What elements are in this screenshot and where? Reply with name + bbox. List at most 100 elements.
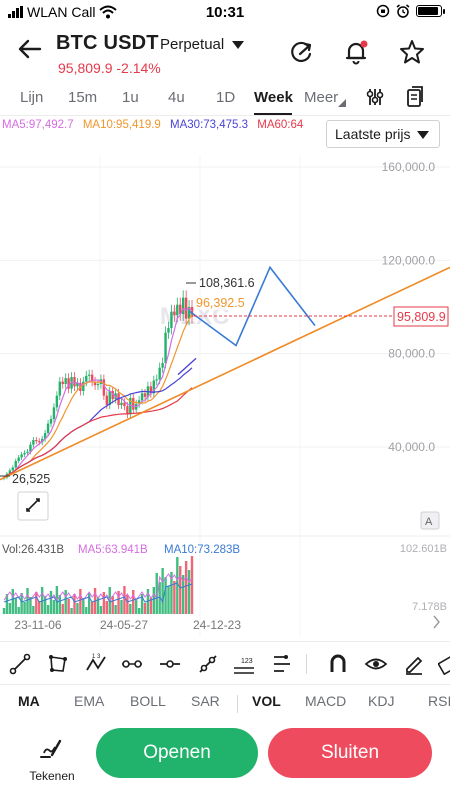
copy-icon[interactable] [404,85,426,109]
volume-bar [82,598,85,614]
candle-body [158,367,161,380]
fibonacci-icon[interactable]: 123 [232,652,256,676]
volume-bar [137,608,141,614]
volume-bar [17,607,20,614]
ma-legend: MA5:97,492.7 MA10:95,419.9 MA30:73,475.3… [2,119,309,131]
volume-bar [58,595,62,614]
range-icon[interactable] [120,652,144,676]
wifi-icon [99,5,118,19]
tab-meer[interactable]: Meer [304,89,339,106]
vol-label: Vol:26.431B [2,544,64,556]
candle-body [129,398,132,415]
expand-icon [26,498,40,512]
tab-boll[interactable]: BOLL [130,693,166,709]
polygon-icon[interactable] [46,652,70,676]
tab-vol[interactable]: VOL [252,693,281,709]
candle-body [49,419,53,424]
volume-bar [14,598,17,614]
price-chart[interactable]: MEXC 160,000.0120,000.080,000.040,000.0 … [0,116,450,641]
share-icon[interactable] [288,38,316,66]
dropdown-caret-icon [417,131,429,139]
indicator-settings-icon[interactable] [364,86,386,108]
horizontal-line-icon[interactable] [158,652,182,676]
magnet-icon[interactable] [326,652,350,676]
scroll-right-icon[interactable] [433,615,440,629]
tab-ema[interactable]: EMA [74,693,105,709]
volume-bar [90,602,94,614]
candle-body [173,311,176,316]
volume-bar [132,590,135,614]
candle-body [179,304,182,314]
volume-bar [181,575,185,614]
ray-icon[interactable] [196,652,220,676]
contract-type[interactable]: Perpetual [160,36,225,53]
volume-bar [161,568,164,614]
tools-separator [306,654,307,674]
volume-bar [5,594,9,614]
trend-line-icon[interactable] [8,652,32,676]
drawing-toolbar: 1 3 123 [0,641,450,685]
ma5-line [3,307,193,478]
open-position-button[interactable]: Openen [96,728,258,778]
pair-dropdown-icon[interactable] [232,41,244,49]
volume-bar [117,591,120,614]
wave-pattern-icon[interactable]: 1 3 [84,652,108,676]
ruler-icon[interactable] [438,652,450,676]
volume-bar [2,608,6,614]
draw-label[interactable]: Tekenen [29,769,75,783]
back-arrow-icon[interactable] [12,32,46,66]
volume-bar [173,581,176,614]
tab-4u[interactable]: 4u [168,89,185,106]
volume-bar [29,597,32,614]
candle-body [170,311,173,328]
volume-bar [129,604,132,614]
candle-body [187,307,191,319]
candle-body [40,438,44,443]
auto-scale-button[interactable] [420,511,440,530]
eye-icon[interactable] [364,652,388,676]
price-source-dropdown[interactable]: Laatste prijs [326,120,440,148]
tab-week[interactable]: Week [254,89,293,106]
clock: 10:31 [205,4,245,21]
tab-rsi[interactable]: RSI [428,693,450,709]
volume-bar [149,598,153,614]
candle-body [32,440,35,445]
pair-title[interactable]: BTC USDT [56,32,159,54]
more-tools-icon[interactable] [270,652,294,676]
volume-bar [155,573,158,614]
tab-1u[interactable]: 1u [122,89,139,106]
star-icon[interactable] [398,38,426,66]
candle-body [111,391,114,400]
volume-bar [49,591,53,614]
bell-icon[interactable] [342,38,370,66]
trend-line-drawing [0,266,450,481]
tab-15m[interactable]: 15m [68,89,98,106]
ma30-extension [177,357,197,376]
close-position-button[interactable]: Sluiten [268,728,432,778]
pencil-icon[interactable] [402,652,426,676]
volume-bar [32,606,35,614]
volume-ma10-line [3,582,193,604]
volume-bar [35,592,38,614]
vol-min-tick: 7.178B [412,601,447,613]
vol-max-tick: 102.601B [400,543,447,555]
ma30-label: MA30:73,475.3 [170,119,249,131]
draw-icon[interactable] [38,735,64,761]
volume-bar [26,588,29,614]
candle-body [123,402,126,407]
tab-macd[interactable]: MACD [305,693,347,709]
user-drawings[interactable] [0,265,450,481]
tab-lijn[interactable]: Lijn [20,89,44,106]
candle-body [155,379,158,381]
tab-ma[interactable]: MA [18,693,40,709]
ma-price-label: 96,392.5 [196,296,245,310]
tab-1d[interactable]: 1D [216,89,236,106]
tab-kdj[interactable]: KDJ [368,693,395,709]
candle-body [55,395,59,408]
tab-sar[interactable]: SAR [191,693,220,709]
more-triangle-icon [338,99,346,107]
y-tick-label: 120,000.0 [382,253,436,267]
x-axis-ticks: 23-11-06 24-05-27 24-12-23 [14,618,241,632]
indicator-tabs: MA EMA BOLL SAR VOL MACD KDJ RSI [0,685,450,721]
active-tab-underline [254,113,292,115]
